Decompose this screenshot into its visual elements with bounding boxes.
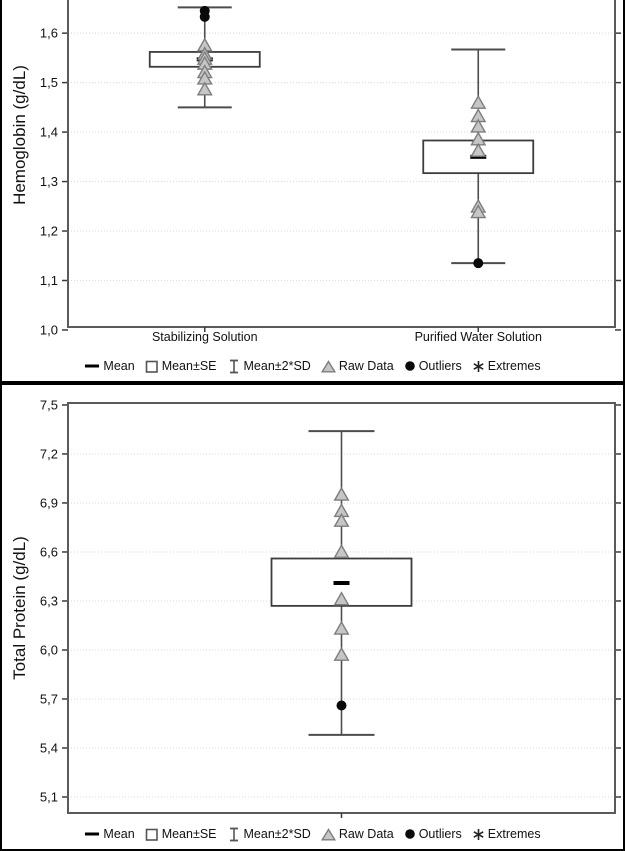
legend-label-outliers: Outliers: [418, 359, 462, 373]
legend-item-extremes: Extremes: [472, 359, 541, 373]
legend-item-outliers: Outliers: [404, 827, 462, 841]
legend-item-extremes: Extremes: [472, 827, 541, 841]
y-tick-label: 6,3: [40, 593, 58, 608]
legend-label-extremes: Extremes: [487, 359, 541, 373]
triangle-icon: [320, 359, 336, 373]
x-category-label: Purified Water Solution: [415, 330, 542, 344]
legend-item-raw-data: Raw Data: [320, 827, 394, 841]
y-tick-label: 1,6: [40, 26, 58, 41]
legend-item-mean-se: Mean±SE: [145, 359, 217, 373]
y-tick-label: 7,5: [40, 397, 58, 412]
legend-item-raw-data: Raw Data: [320, 359, 394, 373]
raw-data-marker: [470, 94, 487, 109]
legend-item-mean-2sd: Mean±2*SD: [227, 827, 311, 842]
y-tick-label: 1,0: [40, 322, 58, 337]
y-tick-label: 6,6: [40, 544, 58, 559]
asterisk-icon: [473, 360, 484, 372]
i-beam-icon: [229, 359, 238, 373]
outlier-marker: [336, 700, 347, 711]
y-tick-label: 1,5: [40, 75, 58, 90]
y-tick-label: 5,4: [40, 740, 58, 755]
y-tick-label: 6,0: [40, 642, 58, 657]
legend-label-mean: Mean: [103, 827, 135, 841]
raw-data-marker: [470, 204, 487, 219]
open-square-icon: [145, 828, 158, 841]
y-tick-label: 1,1: [40, 273, 58, 288]
legend-label-raw-data: Raw Data: [338, 827, 394, 841]
outlier-marker: [473, 258, 484, 269]
triangle-icon: [320, 827, 336, 841]
legend-item-mean-2sd: Mean±2*SD: [227, 359, 311, 374]
raw-data-marker: [470, 142, 487, 157]
legend-item-mean: Mean: [84, 827, 135, 841]
outlier-marker: [199, 11, 210, 22]
legend-label-outliers: Outliers: [418, 827, 462, 841]
legend-label-mean-se: Mean±SE: [161, 827, 217, 841]
asterisk-icon: [473, 828, 484, 840]
raw-data-marker: [333, 512, 350, 527]
total-protein-chart-legend: Mean Mean±SE Mean±2*SD Raw Data Outliers…: [2, 821, 623, 847]
legend-item-mean-se: Mean±SE: [145, 827, 217, 841]
legend-label-mean: Mean: [103, 359, 135, 373]
open-square-icon: [145, 360, 158, 373]
y-tick-label: 5,7: [40, 691, 58, 706]
y-axis-title: Hemoglobin (g/dL): [10, 65, 29, 205]
hemoglobin-chart-legend: Mean Mean±SE Mean±2*SD Raw Data Outliers…: [2, 353, 623, 379]
legend-label-extremes: Extremes: [487, 827, 541, 841]
total-protein-chart-panel: 5,1 5,4 5,7 6,0 6,3 6,6 6,9 7,2 7,5 Total Protein…: [0, 383, 625, 851]
raw-data-marker: [333, 591, 350, 606]
legend-item-outliers: Outliers: [404, 359, 462, 373]
hemoglobin-chart-panel: 1,0 1,1 1,2 1,3 1,4 1,5 1,6 Hemoglobin (g/dL) St…: [0, 0, 625, 383]
legend-label-mean-2sd: Mean±2*SD: [243, 359, 311, 373]
raw-data-marker: [196, 81, 213, 96]
hemoglobin-box-plot: 1,0 1,1 1,2 1,3 1,4 1,5 1,6 Hemoglobin (g/dL) St…: [10, 0, 621, 344]
y-axis-title: Total Protein (g/dL): [10, 536, 29, 680]
raw-data-marker: [333, 646, 350, 661]
legend-label-mean-2sd: Mean±2*SD: [243, 827, 311, 841]
mean-marker: [333, 581, 350, 586]
y-tick-label: 7,2: [40, 446, 58, 461]
legend-label-mean-se: Mean±SE: [161, 359, 217, 373]
raw-data-marker: [333, 543, 350, 558]
raw-data-marker: [333, 620, 350, 635]
legend-label-raw-data: Raw Data: [338, 359, 394, 373]
y-tick-label: 1,3: [40, 174, 58, 189]
x-category-label: Stabilizing Solution: [152, 330, 258, 344]
y-tick-label: 1,4: [40, 125, 58, 140]
filled-circle-icon: [404, 829, 415, 839]
y-tick-label: 6,9: [40, 495, 58, 510]
legend-item-mean: Mean: [84, 359, 135, 373]
i-beam-icon: [229, 827, 238, 841]
total-protein-box-plot: 5,1 5,4 5,7 6,0 6,3 6,6 6,9 7,2 7,5 Total Protein…: [10, 397, 621, 818]
y-tick-label: 5,1: [40, 789, 58, 804]
y-tick-label: 1,2: [40, 224, 58, 239]
filled-circle-icon: [404, 361, 415, 371]
mean-dash-icon: [85, 832, 100, 836]
raw-data-marker: [333, 486, 350, 501]
mean-dash-icon: [85, 364, 100, 368]
